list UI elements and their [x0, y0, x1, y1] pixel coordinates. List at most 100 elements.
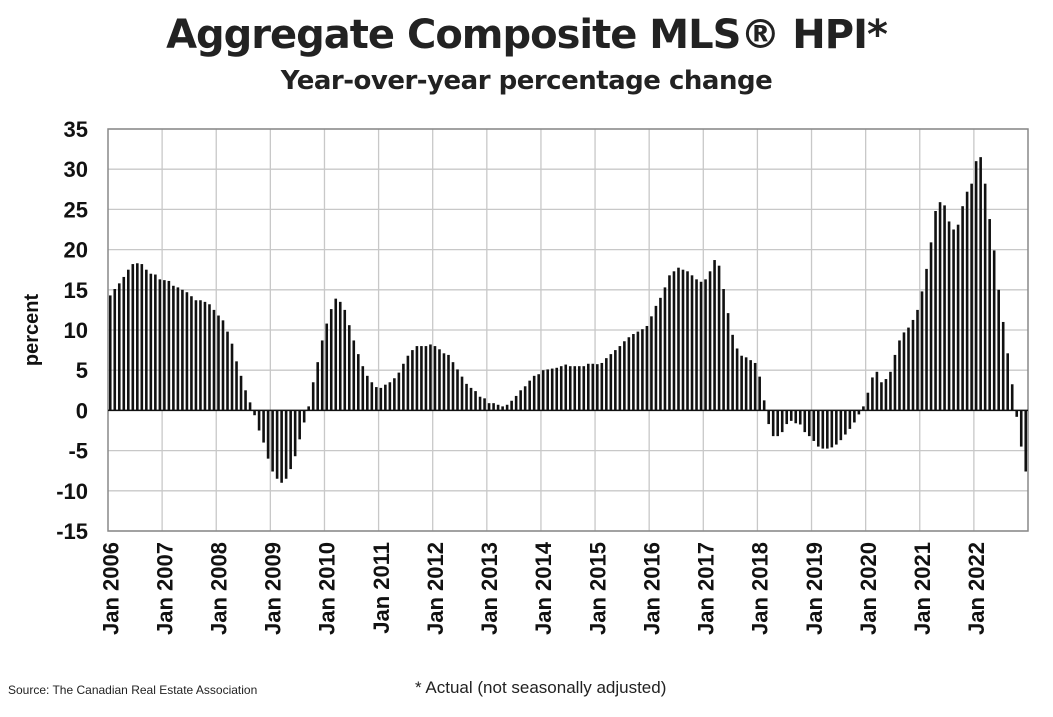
bar	[257, 410, 261, 431]
bar	[713, 260, 716, 411]
x-tick-label: Jan 2008	[206, 542, 231, 635]
chart-subtitle: Year-over-year percentage change	[280, 66, 773, 96]
bar	[379, 387, 383, 411]
bar	[947, 221, 951, 411]
bar	[284, 410, 288, 479]
bar	[762, 400, 766, 411]
bar	[785, 410, 789, 425]
bar	[334, 298, 338, 411]
bar	[185, 292, 189, 411]
bar	[961, 206, 964, 411]
bar	[591, 363, 595, 411]
bar	[938, 202, 942, 411]
y-tick-label: -15	[56, 519, 88, 544]
bar	[325, 323, 329, 411]
source-note: Source: The Canadian Real Estate Associa…	[8, 683, 258, 697]
bar	[519, 390, 522, 411]
bar	[514, 395, 518, 411]
bar	[397, 372, 401, 411]
bar	[623, 341, 626, 411]
bar	[1024, 410, 1028, 472]
bar	[573, 366, 577, 411]
bar	[911, 319, 915, 411]
bar	[672, 271, 676, 411]
bar	[956, 224, 960, 411]
bars	[108, 157, 1028, 483]
y-tick-label: 0	[76, 398, 88, 423]
bar	[812, 410, 816, 441]
bar	[424, 346, 428, 411]
bar	[172, 285, 175, 411]
bar	[438, 349, 441, 411]
bar	[1010, 384, 1014, 411]
bar	[271, 410, 274, 472]
bar	[158, 279, 162, 411]
bar	[329, 309, 333, 411]
bar	[929, 242, 933, 411]
bar	[943, 205, 946, 411]
bar	[979, 157, 982, 411]
bar	[460, 376, 464, 411]
bar	[541, 370, 545, 411]
bar	[663, 287, 667, 411]
bar	[402, 363, 405, 411]
bar	[393, 378, 396, 411]
bar	[857, 410, 861, 415]
y-axis-label: percent	[21, 294, 43, 367]
x-tick-label: Jan 2013	[477, 542, 502, 635]
bar	[131, 264, 135, 411]
bar	[582, 366, 586, 411]
bar	[826, 410, 829, 449]
bar	[122, 276, 126, 411]
bar	[618, 346, 622, 411]
x-tick-label: Jan 2010	[315, 542, 340, 635]
bar	[420, 346, 423, 411]
bar	[140, 264, 144, 411]
bar	[559, 366, 563, 411]
bar	[113, 288, 117, 411]
bar	[889, 371, 892, 411]
x-tick-label: Jan 2006	[98, 542, 123, 635]
bar	[875, 371, 879, 411]
bar	[347, 325, 351, 411]
bar	[744, 357, 748, 411]
y-tick-label: 35	[64, 117, 88, 142]
bar	[253, 410, 256, 416]
bar	[821, 410, 825, 449]
bar	[181, 289, 184, 411]
bar	[199, 300, 202, 411]
bar	[690, 275, 694, 411]
bar	[704, 279, 707, 411]
bar	[934, 211, 937, 411]
bar	[212, 309, 216, 411]
bar	[293, 410, 297, 457]
bar	[789, 410, 793, 421]
bar	[884, 379, 888, 411]
bar	[388, 382, 392, 411]
bar	[807, 410, 811, 437]
bar	[465, 383, 468, 411]
bar	[740, 355, 743, 411]
bar	[316, 362, 320, 411]
y-tick-label: 25	[64, 197, 88, 222]
bar	[695, 279, 698, 411]
bar	[974, 161, 978, 411]
bar	[627, 337, 631, 411]
x-tick-label: Jan 2021	[910, 542, 935, 635]
bar	[217, 315, 220, 411]
bar	[370, 382, 374, 411]
y-tick-label: 10	[64, 318, 88, 343]
bar	[108, 295, 112, 411]
bar	[848, 410, 852, 429]
bar	[447, 354, 450, 411]
bar	[880, 382, 883, 411]
bar	[474, 391, 477, 411]
bar	[190, 296, 193, 411]
y-tick-label: -10	[56, 479, 88, 504]
bar	[1015, 410, 1019, 417]
bar	[1019, 410, 1023, 447]
bar	[126, 269, 130, 411]
x-tick-label: Jan 2022	[964, 542, 989, 635]
bar	[483, 398, 486, 411]
bar	[645, 325, 649, 411]
